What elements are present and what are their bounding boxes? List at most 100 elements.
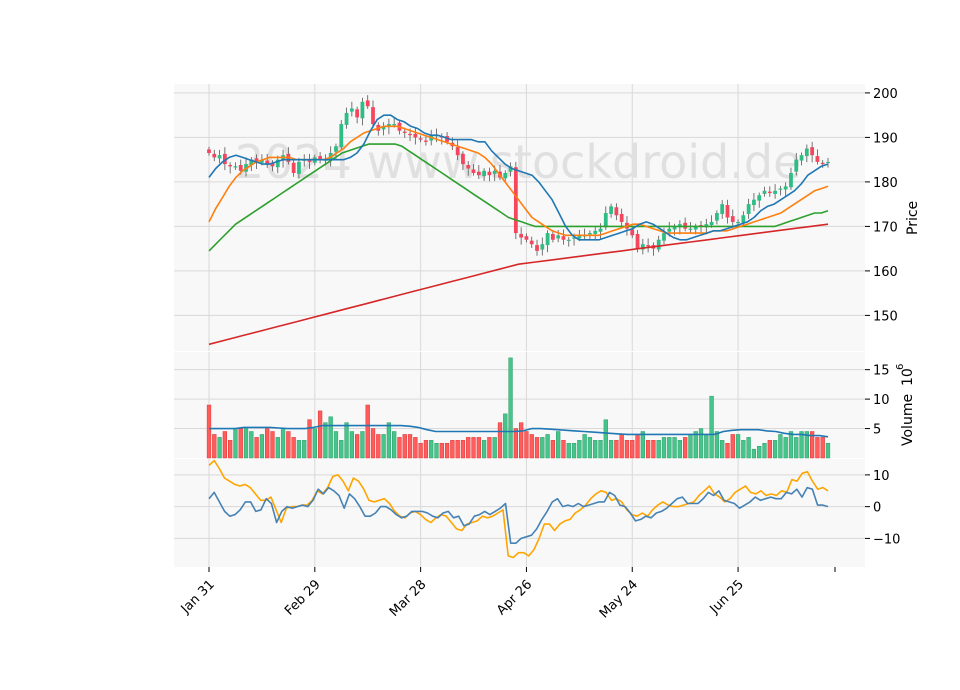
x-tick-label: Feb 29 (282, 577, 324, 619)
volume-bar (529, 434, 534, 459)
volume-bar (307, 419, 312, 459)
x-tick-label: Jan 31 (178, 577, 218, 617)
volume-bar (503, 413, 508, 459)
candle-body (238, 164, 243, 171)
candle-body (535, 245, 539, 251)
volume-bar (429, 440, 434, 459)
candle-body (773, 190, 777, 194)
volume-bar (392, 431, 397, 459)
volume-bar (323, 422, 328, 459)
volume-bar (593, 440, 598, 459)
volume-bar (767, 440, 772, 459)
volume-bar (709, 395, 714, 459)
volume-bar (265, 428, 270, 459)
x-tick-label: May 24 (597, 577, 641, 621)
candlesticks (207, 95, 830, 256)
indicator-panel-bg (174, 459, 865, 567)
volume-bar (820, 437, 825, 459)
volume-bar (788, 431, 794, 459)
indicator-tick-label: 10 (873, 469, 890, 484)
volume-bar (370, 428, 376, 459)
ma-fast-line (208, 114, 829, 241)
volume-bar (317, 410, 323, 459)
candle-body (667, 228, 672, 232)
volume-axis-exponent: 6 (895, 364, 906, 370)
volume-bar (519, 422, 524, 459)
volume-bar (725, 443, 730, 459)
candle-body (598, 228, 603, 232)
volume-bar (566, 443, 571, 459)
volume-bar (735, 434, 741, 459)
volume-bar (312, 428, 317, 459)
candle-body (408, 133, 412, 136)
volume-bar (677, 440, 683, 459)
candle-body (736, 221, 740, 224)
candle-body (413, 133, 418, 138)
volume-bar (656, 440, 661, 459)
volume-bar (286, 431, 291, 459)
volume-bar (545, 434, 550, 459)
volume-bar (730, 434, 735, 459)
volume-bar (751, 448, 757, 459)
candle-body (672, 226, 677, 230)
volume-bar (603, 419, 608, 459)
candle-body (746, 204, 751, 214)
volume-bar (741, 440, 746, 459)
volume-bar (540, 437, 545, 459)
volume-bar (587, 437, 593, 459)
volume-bar (259, 434, 265, 459)
volume-bar (455, 440, 460, 459)
price-tick-label: 200 (873, 87, 898, 102)
candle-body (339, 124, 344, 148)
candle-body (572, 237, 576, 239)
candle-body (799, 155, 804, 161)
indicator-series-a (208, 486, 829, 545)
volume-bar (571, 443, 577, 459)
candle-body (561, 236, 566, 240)
candle-body (635, 233, 640, 249)
candle-body (297, 161, 301, 174)
candle-body (545, 233, 550, 246)
volume-bar (249, 431, 254, 459)
volume-bar (556, 431, 561, 459)
candle-body (715, 213, 719, 221)
volume-bar (487, 437, 492, 459)
volume-axis-label: Volume (900, 394, 916, 446)
candle-body (217, 155, 222, 159)
volume-bar (608, 440, 614, 459)
volume-bar (333, 431, 339, 459)
volume-bar (804, 431, 809, 459)
candle-body (503, 173, 508, 179)
volume-bar (497, 422, 503, 459)
volume-bar (630, 440, 635, 459)
indicator-tick-label: −10 (873, 532, 900, 547)
volume-bar (444, 443, 450, 459)
candle-body (482, 170, 486, 177)
candle-body (365, 100, 370, 107)
candle-body (519, 233, 524, 238)
volume-bar (476, 437, 481, 459)
candle-body (471, 169, 476, 173)
candle-body (254, 158, 259, 162)
volume-bar (397, 437, 402, 459)
candle-body (355, 109, 360, 118)
candle-body (804, 148, 809, 157)
volume-bar (762, 443, 767, 459)
volume-bar (212, 434, 217, 459)
candle-body (318, 156, 322, 160)
candle-body (593, 230, 598, 234)
candle-body (619, 213, 624, 222)
candle-body (815, 156, 820, 162)
candle-body (540, 244, 545, 250)
volume-bar (386, 422, 392, 459)
candle-body (730, 216, 735, 222)
volume-tick-label: 10 (873, 393, 890, 408)
volume-tick-label: 5 (873, 423, 881, 438)
volume-bar (296, 440, 302, 459)
volume-bar (582, 434, 587, 459)
volume-bar (222, 431, 228, 459)
candle-body (371, 107, 375, 125)
candle-body (566, 239, 571, 241)
volume-bar (550, 440, 556, 459)
